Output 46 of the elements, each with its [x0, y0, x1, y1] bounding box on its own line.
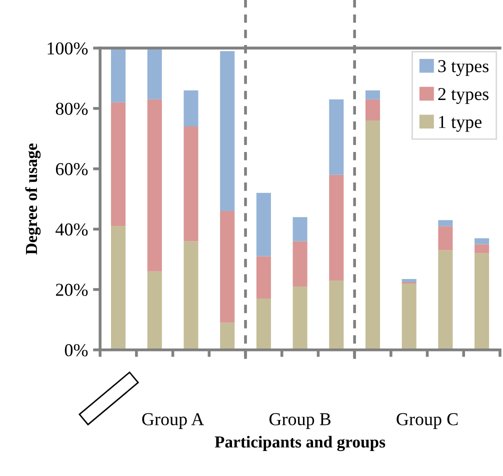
bar [474, 253, 490, 350]
bar [184, 90, 198, 127]
bar [111, 226, 126, 350]
text: Group B [269, 413, 331, 429]
y-tick-label: 0% [64, 344, 88, 356]
bar [438, 226, 453, 250]
y-tick-label: 20% [56, 284, 88, 296]
legend-label: 1 type [439, 116, 482, 132]
bar [329, 174, 344, 280]
y-tick-label: 80% [56, 102, 88, 115]
x-axis-title: Participants and groups [214, 436, 386, 452]
bar [329, 280, 344, 350]
bar [292, 286, 308, 350]
bar [292, 217, 308, 242]
bar [147, 271, 162, 350]
bar [184, 241, 198, 350]
bar [292, 241, 308, 286]
bar [220, 322, 235, 350]
bar [256, 192, 271, 256]
bar [402, 278, 416, 282]
bar [184, 126, 198, 242]
bar [402, 283, 416, 350]
bar [147, 99, 162, 272]
bar [438, 220, 453, 226]
bar [365, 90, 380, 100]
y-tick-label: 60% [56, 163, 88, 176]
bar [256, 256, 271, 299]
legend-label: 2 types [438, 88, 488, 104]
bar [474, 244, 490, 254]
bar [365, 99, 380, 121]
y-tick-label: 40% [56, 223, 88, 236]
bar [220, 211, 235, 323]
bar [147, 48, 162, 100]
bar [111, 102, 126, 226]
bar [111, 48, 126, 102]
bar [256, 298, 271, 350]
bar [474, 238, 490, 244]
bar [438, 250, 453, 350]
bar [365, 120, 380, 350]
bar [329, 99, 344, 175]
text: Group A [142, 413, 204, 429]
y-axis-title: Degree of usage [25, 144, 41, 255]
bar [220, 51, 235, 212]
text: Group C [396, 413, 458, 429]
y-tick-label: 100% [48, 42, 88, 55]
legend-label: 3 types [438, 60, 488, 76]
